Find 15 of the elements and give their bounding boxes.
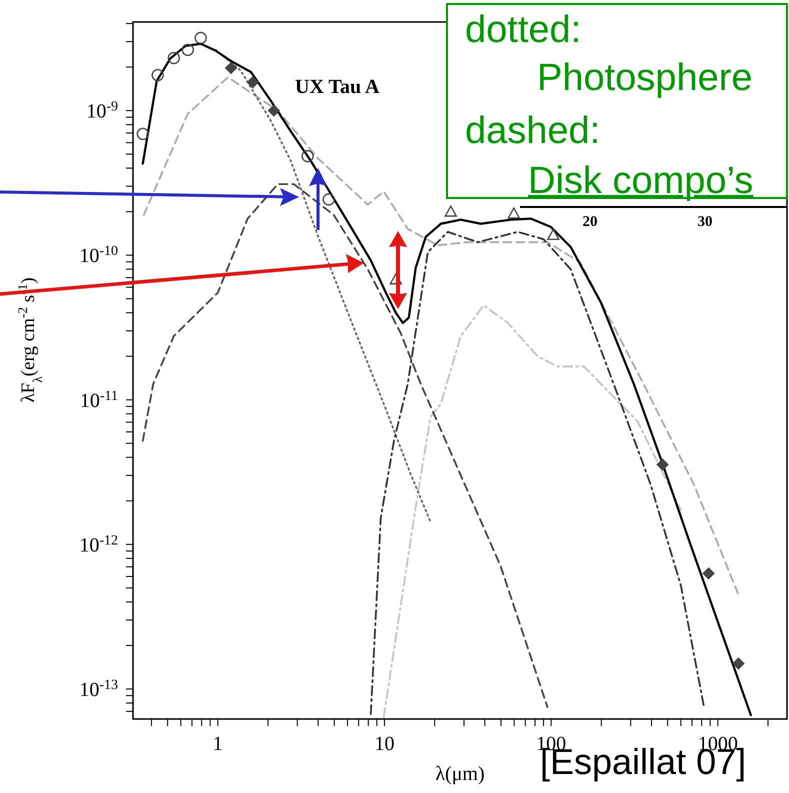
y-tick-label: 10$^{-12}$: [79, 532, 118, 556]
y-tick-label: 10$^{-10}$: [79, 244, 118, 268]
annotation: Photosphere: [537, 57, 752, 99]
text: UX Tau A: [295, 76, 380, 98]
annotation: dotted:: [465, 9, 582, 51]
y-tick-label: 10$^{-9}$: [86, 99, 118, 123]
annotation: 20: [582, 214, 598, 230]
y-tick-label: 10$^{-13}$: [79, 677, 118, 701]
annotation: Disk compo’s: [528, 160, 754, 202]
annotation: 30: [698, 214, 712, 230]
y-tick-label: 10$^{-11}$: [80, 388, 118, 412]
annotation: dashed:: [465, 110, 600, 152]
x-tick-label: 1: [212, 733, 223, 755]
x-axis-title: λ(μm): [435, 763, 485, 785]
x-tick-label: 10: [374, 733, 394, 755]
